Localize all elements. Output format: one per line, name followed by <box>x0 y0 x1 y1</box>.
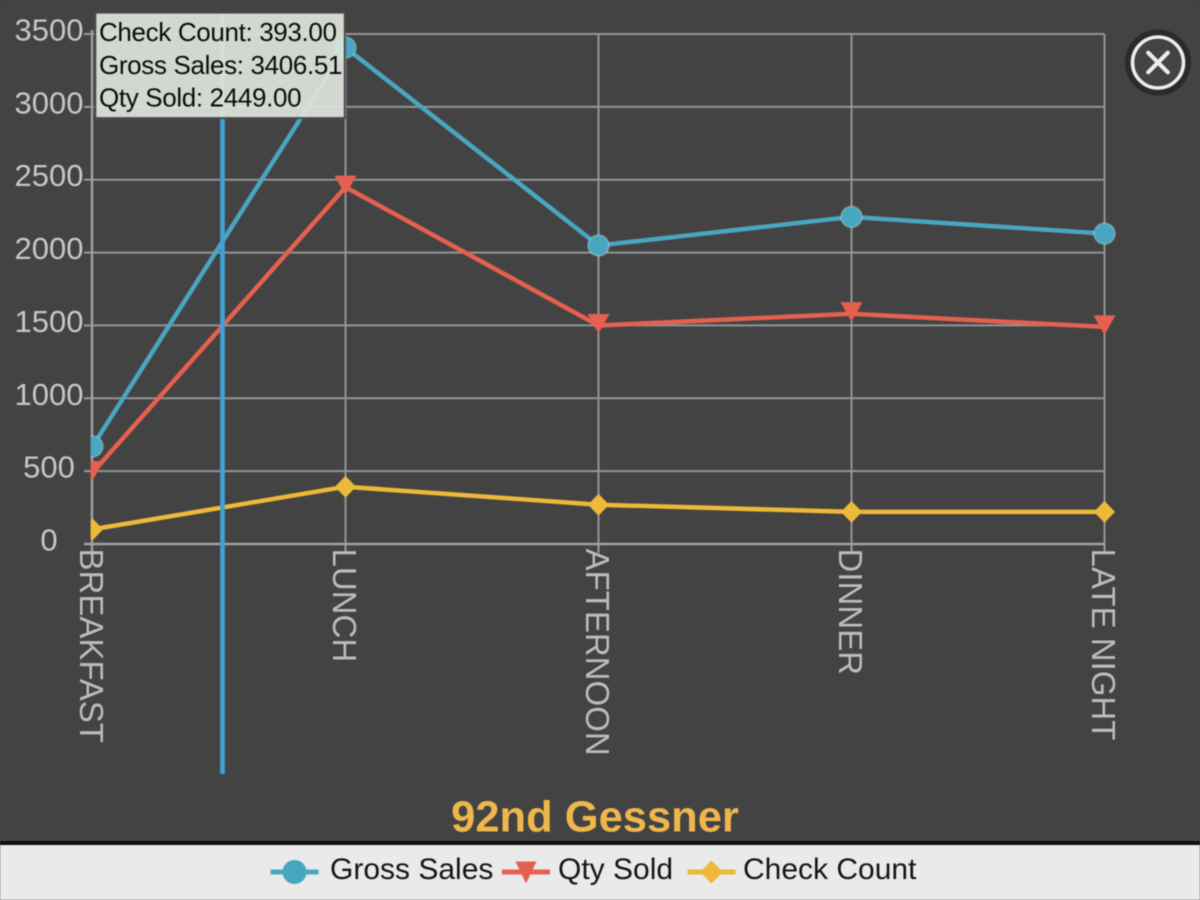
svg-text:1500: 1500 <box>15 304 84 339</box>
svg-text:DINNER: DINNER <box>832 549 869 676</box>
svg-text:1000: 1000 <box>15 377 84 412</box>
svg-text:AFTERNOON: AFTERNOON <box>579 549 616 756</box>
svg-text:0: 0 <box>40 523 57 558</box>
svg-text:2000: 2000 <box>15 231 84 266</box>
svg-text:3000: 3000 <box>15 85 84 120</box>
svg-text:500: 500 <box>23 450 75 485</box>
svg-text:BREAKFAST: BREAKFAST <box>73 549 110 743</box>
svg-text:Gross Sales: 3406.51: Gross Sales: 3406.51 <box>99 50 342 80</box>
svg-text:Qty Sold: Qty Sold <box>558 853 673 886</box>
svg-text:Qty Sold: 2449.00: Qty Sold: 2449.00 <box>99 83 301 113</box>
svg-text:92nd Gessner: 92nd Gessner <box>451 794 739 842</box>
svg-text:Gross Sales: Gross Sales <box>330 853 493 886</box>
svg-text:LATE NIGHT: LATE NIGHT <box>1085 549 1122 741</box>
svg-text:Check Count: 393.00: Check Count: 393.00 <box>99 17 337 47</box>
svg-text:2500: 2500 <box>15 158 84 193</box>
svg-text:LUNCH: LUNCH <box>326 549 363 663</box>
svg-text:3500: 3500 <box>15 13 84 48</box>
svg-text:Check Count: Check Count <box>743 853 917 886</box>
